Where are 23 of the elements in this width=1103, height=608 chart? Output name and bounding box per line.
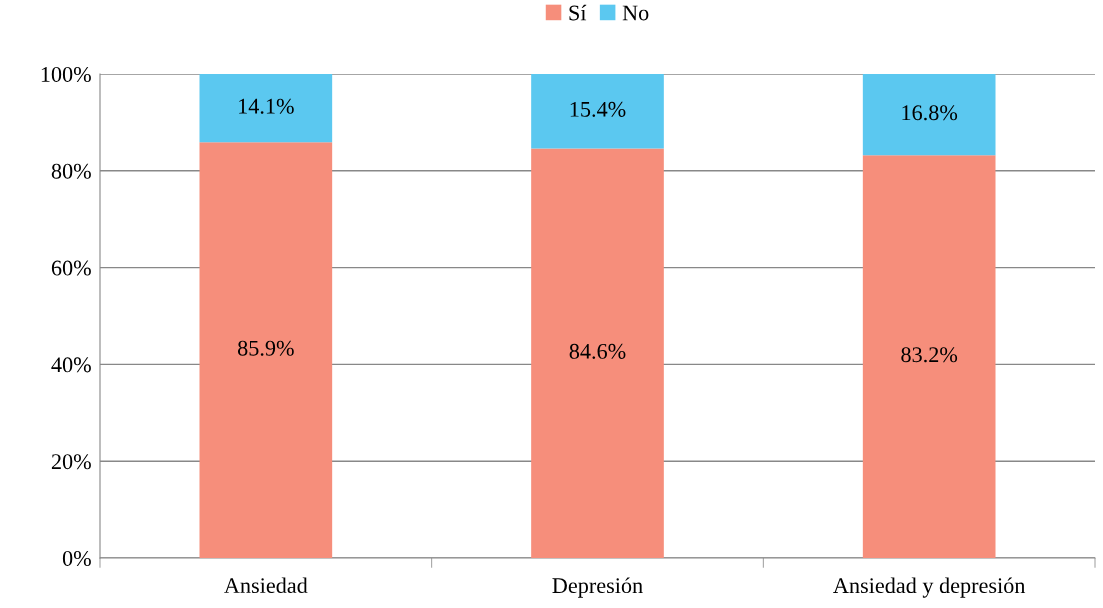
data-label: 84.6% bbox=[569, 343, 626, 359]
y-tick-label: 80% bbox=[51, 163, 91, 179]
bar bbox=[199, 74, 333, 143]
bar bbox=[531, 74, 664, 149]
data-label: 83.2% bbox=[901, 347, 958, 363]
legend-label: No bbox=[622, 5, 649, 21]
x-tick-label: Ansiedad bbox=[224, 577, 308, 594]
y-tick-label: 0% bbox=[62, 550, 91, 566]
y-tick-label: 60% bbox=[51, 260, 91, 276]
bar bbox=[531, 148, 664, 558]
legend-label: Sí bbox=[569, 4, 587, 21]
x-tick-label: Ansiedad y depresión bbox=[833, 577, 1026, 598]
data-label: 14.1% bbox=[239, 98, 294, 114]
y-tick-label: 40% bbox=[51, 357, 91, 373]
bar bbox=[862, 74, 996, 156]
y-tick-label: 100% bbox=[41, 66, 91, 82]
x-tick-label: Depresión bbox=[552, 577, 643, 598]
data-label: 15.4% bbox=[570, 101, 626, 117]
bar bbox=[862, 155, 996, 558]
y-tick-label: 20% bbox=[51, 454, 91, 470]
data-label: 16.8% bbox=[902, 105, 958, 121]
data-label: 85.9% bbox=[237, 340, 294, 356]
bar bbox=[199, 142, 333, 558]
